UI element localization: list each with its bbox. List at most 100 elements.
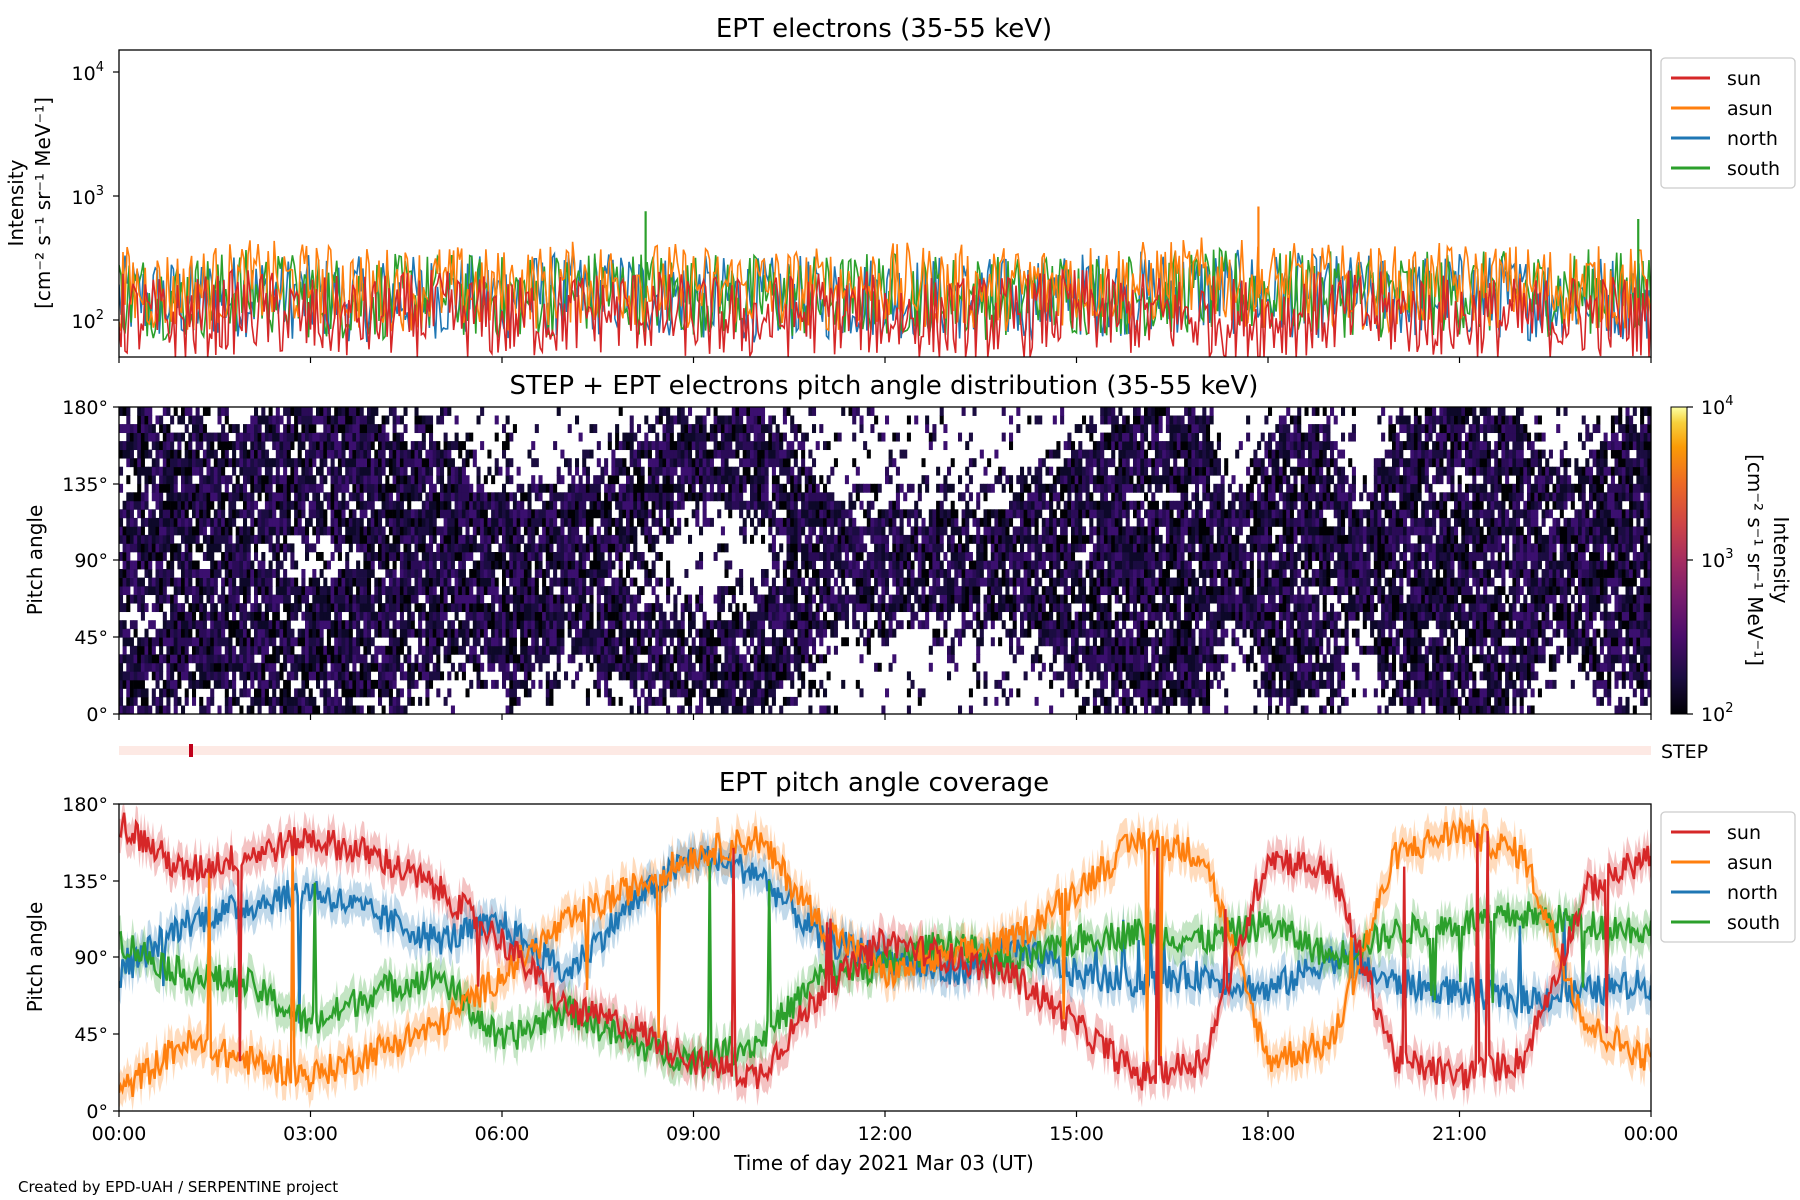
heatmap-cell bbox=[742, 458, 747, 468]
heatmap-cell bbox=[782, 645, 787, 655]
heatmap-cell bbox=[166, 475, 171, 485]
heatmap-cell bbox=[516, 509, 521, 519]
heatmap-cell bbox=[195, 620, 200, 630]
heatmap-cell bbox=[615, 458, 620, 468]
heatmap-cell bbox=[534, 543, 539, 553]
heatmap-cell bbox=[604, 526, 609, 536]
heatmap-cell bbox=[604, 569, 609, 578]
heatmap-cell bbox=[170, 517, 175, 527]
heatmap-cell bbox=[352, 662, 357, 672]
heatmap-cell bbox=[520, 569, 525, 578]
heatmap-cell bbox=[407, 586, 412, 596]
heatmap-cell bbox=[578, 543, 583, 553]
heatmap-cell bbox=[363, 586, 368, 596]
heatmap-cell bbox=[213, 466, 218, 476]
heatmap-cell bbox=[680, 415, 685, 425]
heatmap-cell bbox=[637, 611, 642, 621]
heatmap-cell bbox=[224, 645, 229, 655]
heatmap-cell bbox=[633, 458, 638, 468]
heatmap-cell bbox=[647, 645, 652, 655]
heatmap-cell bbox=[695, 466, 700, 476]
heatmap-cell bbox=[319, 466, 324, 476]
heatmap-cell bbox=[246, 449, 251, 459]
heatmap-cell bbox=[228, 441, 233, 451]
heatmap-cell bbox=[330, 552, 335, 561]
heatmap-cell bbox=[589, 645, 594, 655]
heatmap-cell bbox=[213, 628, 218, 638]
heatmap-cell bbox=[801, 492, 806, 502]
heatmap-cell bbox=[392, 671, 397, 681]
heatmap-cell bbox=[823, 500, 828, 510]
heatmap-cell bbox=[709, 449, 714, 459]
heatmap-cell bbox=[578, 594, 583, 604]
heatmap-cell bbox=[239, 526, 244, 536]
heatmap-cell bbox=[257, 637, 262, 647]
heatmap-cell bbox=[261, 645, 266, 655]
heatmap-cell bbox=[709, 679, 714, 689]
heatmap-cell bbox=[465, 475, 470, 485]
heatmap-cell bbox=[224, 483, 229, 493]
heatmap-cell bbox=[465, 483, 470, 493]
heatmap-cell bbox=[170, 560, 175, 570]
heatmap-cell bbox=[173, 586, 178, 596]
heatmap-cell bbox=[286, 594, 291, 604]
heatmap-cell bbox=[279, 577, 284, 587]
heatmap-cell bbox=[564, 534, 569, 544]
heatmap-cell bbox=[359, 534, 364, 544]
heatmap-cell bbox=[545, 560, 550, 570]
heatmap-cell bbox=[520, 611, 525, 621]
heatmap-cell bbox=[647, 483, 652, 493]
heatmap-cell bbox=[629, 526, 634, 536]
heatmap-cell bbox=[771, 441, 776, 451]
heatmap-cell bbox=[429, 441, 434, 451]
heatmap-cell bbox=[516, 483, 521, 493]
heatmap-cell bbox=[188, 603, 193, 613]
heatmap-cell bbox=[600, 569, 605, 578]
heatmap-cell bbox=[808, 637, 813, 647]
heatmap-cell bbox=[144, 407, 149, 416]
heatmap-cell bbox=[429, 611, 434, 621]
heatmap-cell bbox=[804, 611, 809, 621]
heatmap-cell bbox=[746, 620, 751, 630]
heatmap-cell bbox=[782, 637, 787, 647]
heatmap-cell bbox=[436, 594, 441, 604]
heatmap-cell bbox=[301, 458, 306, 468]
heatmap-cell bbox=[651, 586, 656, 596]
heatmap-cell bbox=[812, 517, 817, 527]
heatmap-cell bbox=[279, 492, 284, 502]
heatmap-cell bbox=[476, 483, 481, 493]
heatmap-cell bbox=[254, 569, 259, 578]
heatmap-cell bbox=[210, 637, 215, 647]
heatmap-cell bbox=[644, 577, 649, 587]
heatmap-cell bbox=[476, 654, 481, 664]
heatmap-cell bbox=[213, 517, 218, 527]
heatmap-cell bbox=[688, 654, 693, 664]
heatmap-cell bbox=[407, 552, 412, 561]
heatmap-cell bbox=[202, 526, 207, 536]
heatmap-cell bbox=[560, 645, 565, 655]
heatmap-cell bbox=[286, 586, 291, 596]
heatmap-cell bbox=[345, 679, 350, 689]
heatmap-cell bbox=[429, 560, 434, 570]
heatmap-cell bbox=[421, 662, 426, 672]
heatmap-cell bbox=[680, 645, 685, 655]
heatmap-cell bbox=[195, 492, 200, 502]
heatmap-cell bbox=[206, 449, 211, 459]
heatmap-cell bbox=[604, 543, 609, 553]
heatmap-cell bbox=[155, 466, 160, 476]
heatmap-cell bbox=[709, 432, 714, 442]
heatmap-cell bbox=[436, 654, 441, 664]
heatmap-cell bbox=[181, 654, 186, 664]
heatmap-cell bbox=[326, 620, 331, 630]
heatmap-cell bbox=[790, 415, 795, 425]
heatmap-cell bbox=[666, 569, 671, 578]
heatmap-cell bbox=[352, 705, 357, 714]
heatmap-cell bbox=[585, 466, 590, 476]
heatmap-cell bbox=[184, 500, 189, 510]
heatmap-cell bbox=[472, 662, 477, 672]
heatmap-cell bbox=[735, 654, 740, 664]
heatmap-cell bbox=[571, 569, 576, 578]
heatmap-cell bbox=[680, 688, 685, 698]
heatmap-cell bbox=[378, 552, 383, 561]
heatmap-cell bbox=[144, 705, 149, 714]
